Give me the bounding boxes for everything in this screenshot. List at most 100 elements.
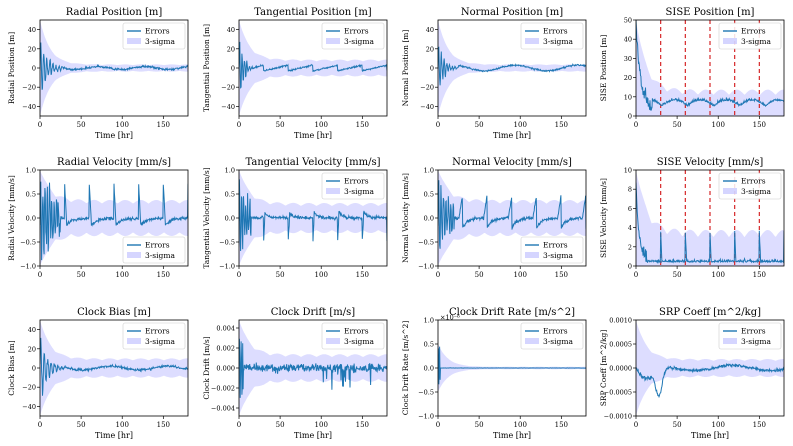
subplot-tangential-velocity: 0 50 100 150 −1.0 −0.5 0.0 0.5 1.0 Tangential Vel… xyxy=(202,157,388,279)
y-tick-label: 0 xyxy=(32,65,36,73)
y-tick-label: 0.0 xyxy=(424,215,434,223)
y-tick-label: 6 xyxy=(628,205,632,213)
x-tick-label: 100 xyxy=(116,121,129,129)
plot-area xyxy=(40,20,188,116)
subplot-title: Tangential Velocity [mm/s] xyxy=(246,157,381,168)
y-tick-label: 40 xyxy=(28,326,36,334)
x-tick-label: 150 xyxy=(157,271,170,279)
y-tick-label: 1.0 xyxy=(225,167,235,175)
errors-line xyxy=(40,337,188,396)
subplot-title: Clock Bias [m] xyxy=(77,307,151,318)
legend-errors-label: Errors xyxy=(543,27,568,36)
legend-sigma-label: 3-sigma xyxy=(344,187,374,196)
errors-line xyxy=(636,20,784,111)
y-tick-label: 20 xyxy=(227,45,235,53)
y-tick-label: 0 xyxy=(628,263,632,271)
y-axis-label: Clock Drift Rate [m/s^2] xyxy=(401,321,410,416)
y-axis-label: Tangential Position [m] xyxy=(202,24,211,112)
y-tick-label: −0.0010 xyxy=(604,413,632,421)
x-tick-label: 50 xyxy=(77,271,86,279)
errors-line xyxy=(239,338,387,398)
x-axis-label: Time [hr] xyxy=(493,131,531,140)
y-tick-label: 0.5 xyxy=(424,341,434,349)
x-tick-label: 0 xyxy=(38,271,42,279)
x-tick-label: 50 xyxy=(475,271,484,279)
y-tick-label: 1.0 xyxy=(424,167,434,175)
sigma-band xyxy=(40,20,188,116)
x-axis-label: Time [hr] xyxy=(294,131,332,140)
plot-area xyxy=(636,320,784,416)
y-axis-label: Normal Position [m] xyxy=(401,30,410,107)
y-tick-label: 40 xyxy=(426,26,434,34)
x-tick-label: 50 xyxy=(673,271,682,279)
y-tick-label: 20 xyxy=(426,45,434,53)
x-tick-label: 0 xyxy=(436,421,440,429)
y-axis-label: Clock Drift [m/s] xyxy=(202,336,211,399)
y-tick-label: 2 xyxy=(628,243,632,251)
y-tick-label: 1.0 xyxy=(26,167,36,175)
legend-sigma-swatch xyxy=(723,188,737,194)
errors-line xyxy=(438,46,586,86)
errors-line xyxy=(40,42,188,90)
x-tick-label: 100 xyxy=(315,271,328,279)
y-tick-label: 4 xyxy=(628,224,632,232)
legend-sigma-swatch xyxy=(127,38,141,44)
sigma-band xyxy=(636,170,784,266)
x-axis-label: Time [hr] xyxy=(95,431,133,440)
subplot-title: SISE Velocity [mm/s] xyxy=(657,157,764,168)
x-tick-label: 150 xyxy=(555,271,568,279)
x-tick-label: 0 xyxy=(436,271,440,279)
legend-errors-label: Errors xyxy=(344,27,369,36)
errors-line xyxy=(40,181,188,261)
y-tick-label: −0.002 xyxy=(211,385,235,393)
legend-errors-label: Errors xyxy=(145,27,170,36)
y-tick-label: 0 xyxy=(32,365,36,373)
subplot-title: Clock Drift Rate [m/s^2] xyxy=(449,307,575,318)
x-tick-label: 150 xyxy=(555,421,568,429)
subplot-clock-bias: 0 50 100 150 −40 −20 0 20 40 Clock Bias [m] Time [… xyxy=(7,307,189,440)
y-tick-label: 0 xyxy=(231,65,235,73)
x-tick-label: 50 xyxy=(276,421,285,429)
x-tick-label: 150 xyxy=(356,421,369,429)
x-tick-label: 0 xyxy=(634,121,638,129)
x-tick-label: 100 xyxy=(116,271,129,279)
axes-frame xyxy=(635,169,785,267)
errors-line xyxy=(636,362,784,399)
legend-sigma-label: 3-sigma xyxy=(344,337,374,346)
y-tick-label: 40 xyxy=(624,36,632,44)
y-tick-label: 0 xyxy=(430,65,434,73)
y-tick-label: 0.0005 xyxy=(609,341,632,349)
legend-errors-label: Errors xyxy=(145,327,170,336)
subplot-clock-drift-rate: 0 50 100 150 −1.0 −0.5 0.0 0.5 1.0 Clock Drift Ra… xyxy=(401,307,587,440)
subplot-clock-drift: 0 50 100 150 −0.004 −0.002 0.000 0.002 0.004 Cloc… xyxy=(202,307,388,440)
subplot-radial-velocity: 0 50 100 150 −1.0 −0.5 0.0 0.5 1.0 Radial Velocit… xyxy=(7,157,189,279)
y-tick-label: 10 xyxy=(624,167,632,175)
x-tick-label: 100 xyxy=(315,421,328,429)
plot-area xyxy=(438,170,586,266)
y-tick-label: 20 xyxy=(28,45,36,53)
subplot-sise-position: 0 50 100 150 0 10 20 30 40 50 SISE Position [m] SIS… xyxy=(599,7,785,129)
errors-line xyxy=(636,182,784,264)
subplot-radial-position: 0 50 100 150 −40 −20 0 20 40 Radial Position [m] T… xyxy=(7,7,189,140)
y-tick-label: −0.0005 xyxy=(604,389,632,397)
y-axis-label: SRP Coeff [m^2/kg] xyxy=(599,330,608,407)
y-tick-label: 0.0010 xyxy=(609,317,632,325)
y-tick-label: −0.5 xyxy=(20,239,36,247)
x-tick-label: 50 xyxy=(77,121,86,129)
legend-errors-label: Errors xyxy=(543,327,568,336)
y-axis-label: Radial Position [m] xyxy=(7,32,16,104)
y-tick-label: 0.004 xyxy=(216,325,235,333)
y-axis-label: SISE Velocity [mm/s] xyxy=(599,178,608,258)
y-tick-label: −20 xyxy=(22,84,36,92)
y-tick-label: −1.0 xyxy=(219,263,235,271)
errors-line xyxy=(438,346,586,385)
plot-area xyxy=(239,320,387,416)
legend-sigma-label: 3-sigma xyxy=(741,337,771,346)
legend-errors-label: Errors xyxy=(741,327,766,336)
